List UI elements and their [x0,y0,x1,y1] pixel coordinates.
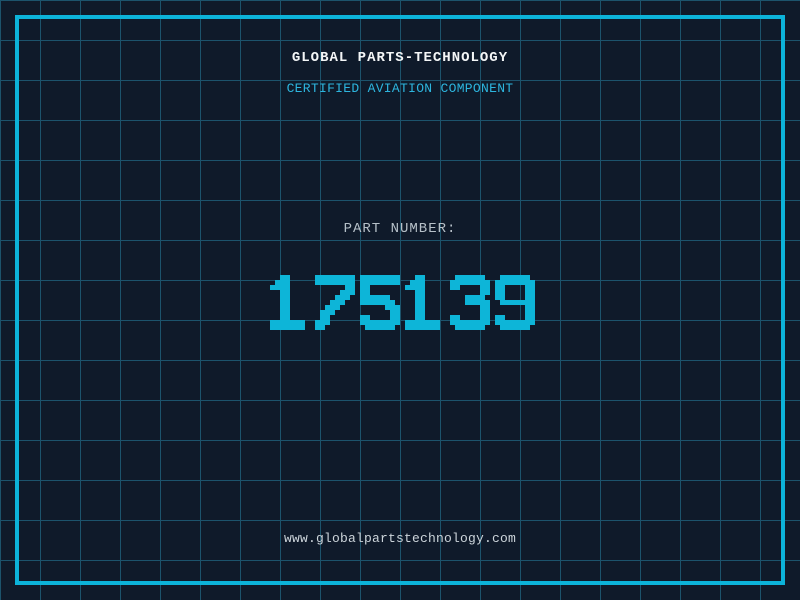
certification-label: CERTIFIED AVIATION COMPONENT [286,81,514,96]
website-url: www.globalpartstechnology.com [283,531,517,546]
decorative-border-frame [15,15,785,585]
part-number-label: PART NUMBER: [343,221,457,237]
part-number-value [265,275,535,330]
company-name: GLOBAL PARTS-TECHNOLOGY [291,50,509,66]
